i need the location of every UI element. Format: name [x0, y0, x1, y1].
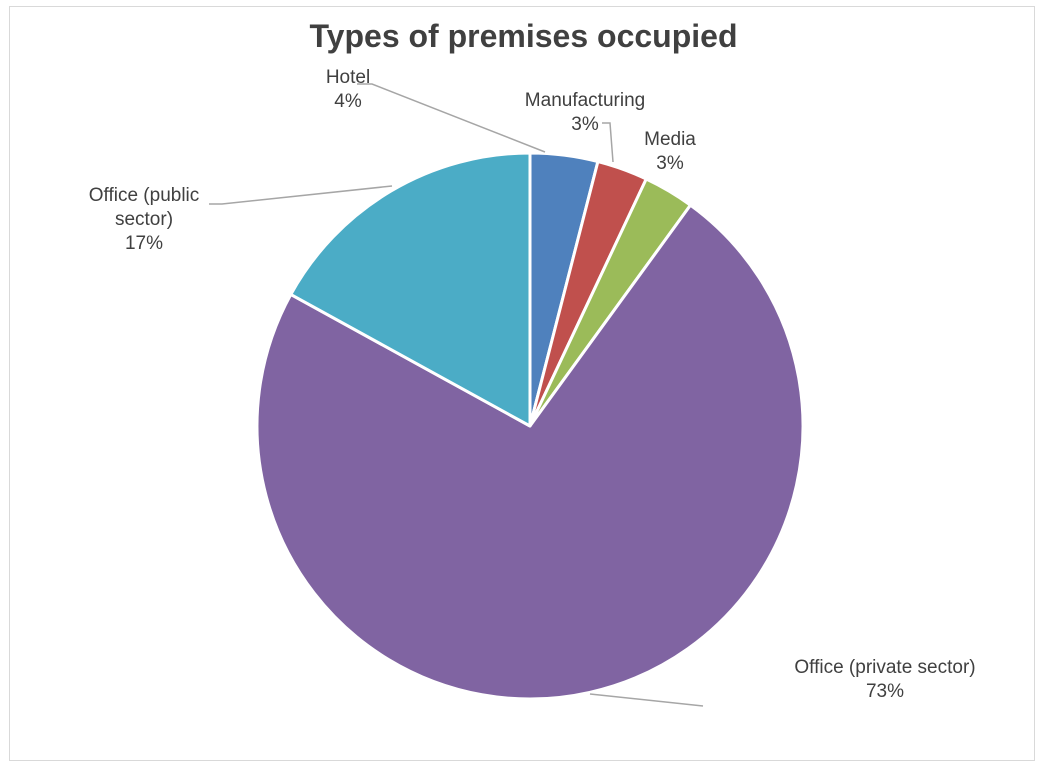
data-label-percent: 3%	[571, 114, 599, 135]
data-label-name: Office (private sector)	[794, 657, 976, 678]
pie-slice-office-public-sector	[289, 151, 532, 428]
leader-line	[209, 185, 393, 205]
data-label-percent: 73%	[865, 681, 905, 702]
leader-line	[357, 83, 546, 153]
data-label-percent: 17%	[124, 233, 164, 254]
pie-slice-office-private-sector	[255, 203, 805, 701]
data-label-name: Media	[644, 129, 696, 150]
data-label-percent: 4%	[334, 91, 362, 112]
data-label: Office (private sector) 73%	[745, 656, 1025, 704]
data-label: Media 3%	[630, 128, 710, 176]
data-label: Office (public sector) 17%	[60, 184, 228, 256]
leader-line	[589, 693, 704, 707]
data-label-name: Office (public sector)	[88, 185, 200, 230]
data-label: Manufacturing 3%	[490, 89, 680, 137]
chart-title: Types of premises occupied	[309, 18, 738, 54]
leader-line	[602, 122, 614, 163]
data-label-name: Hotel	[325, 67, 371, 88]
data-label-name: Manufacturing	[524, 90, 646, 111]
data-label-percent: 3%	[656, 153, 684, 174]
data-label: Hotel 4%	[318, 66, 378, 114]
